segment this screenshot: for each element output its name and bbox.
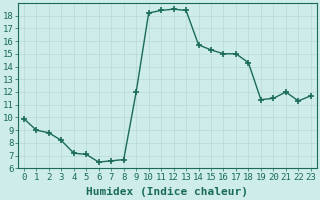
X-axis label: Humidex (Indice chaleur): Humidex (Indice chaleur) bbox=[86, 187, 248, 197]
